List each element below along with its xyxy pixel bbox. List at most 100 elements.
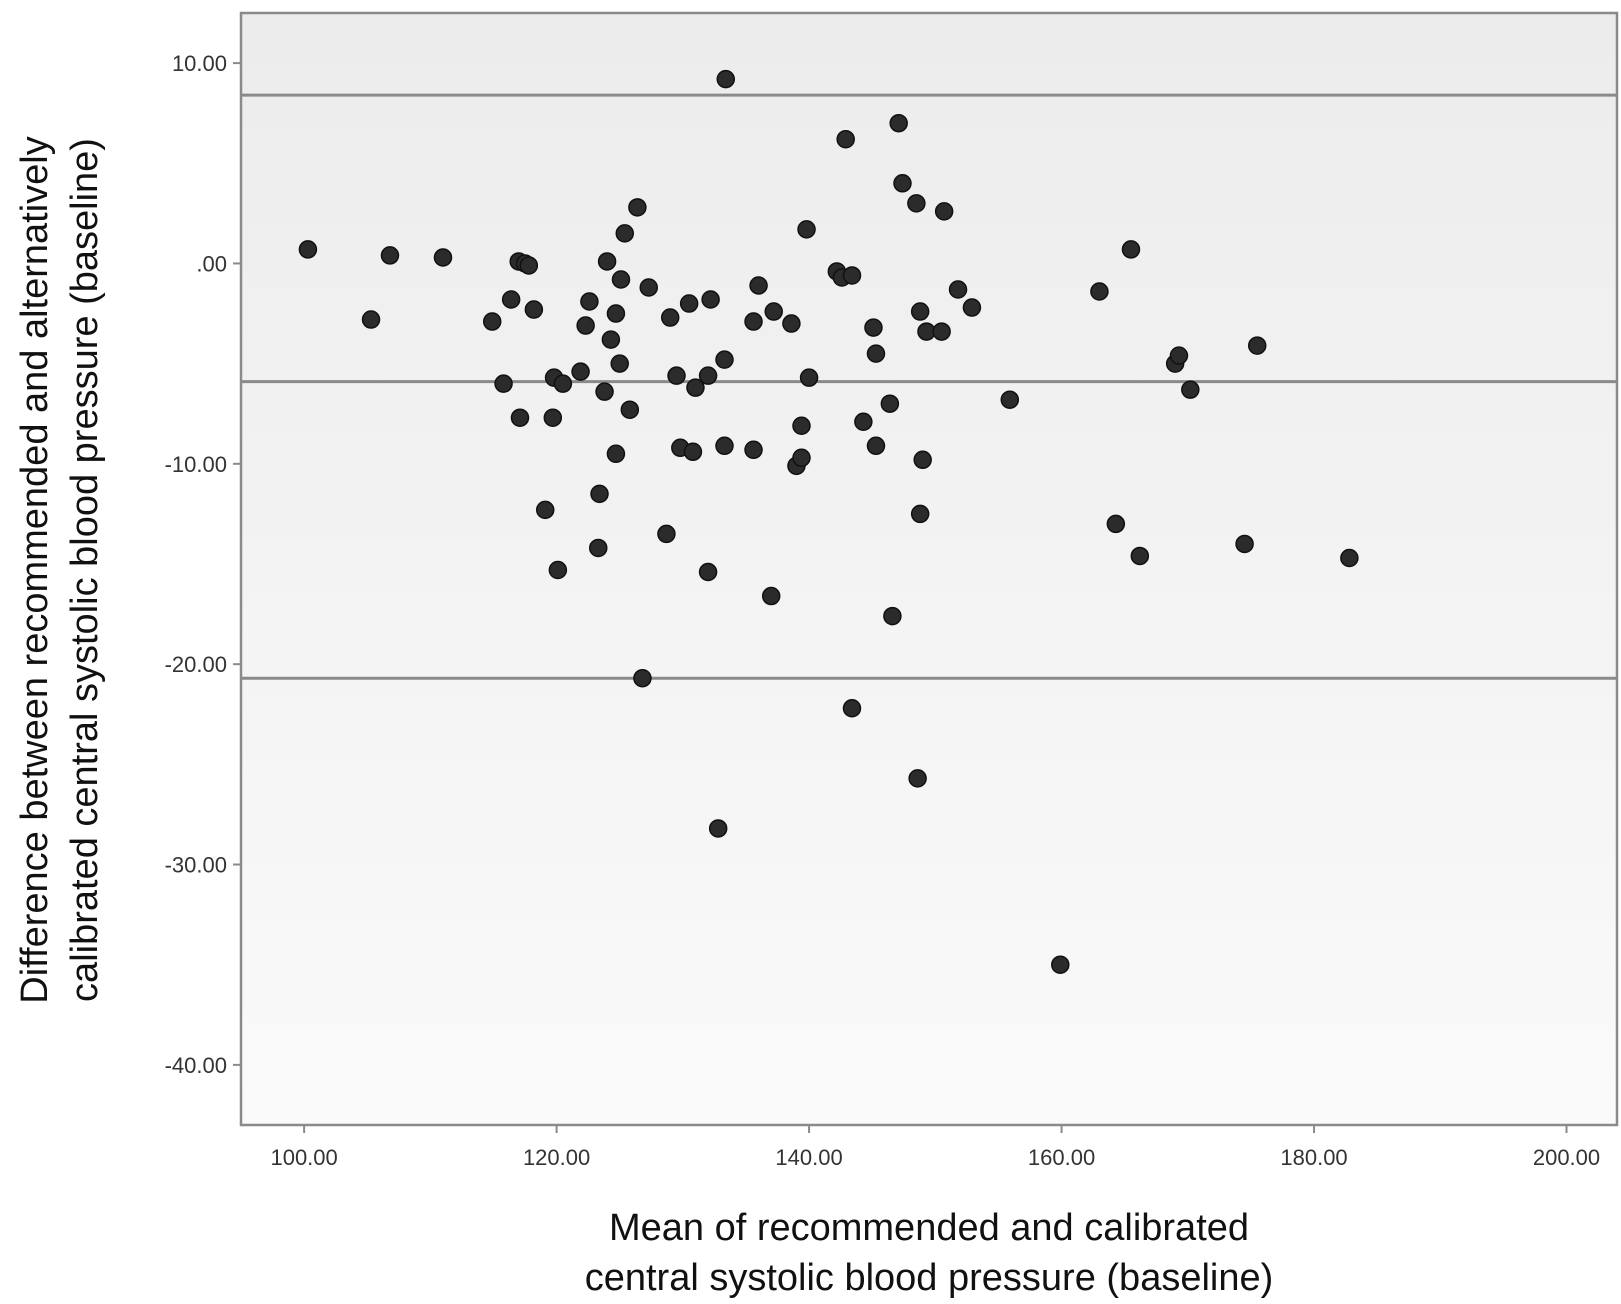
data-point <box>1130 546 1150 566</box>
data-point <box>494 374 513 393</box>
data-point <box>590 484 609 504</box>
data-point <box>883 606 902 626</box>
data-point <box>667 366 686 385</box>
data-point <box>948 280 968 299</box>
data-point <box>910 504 930 524</box>
data-point <box>597 252 617 271</box>
x-axis-title-line-2: central systolic blood pressure (baselin… <box>585 1257 1274 1299</box>
reference-lines <box>241 93 1617 680</box>
x-tick-label: 180.00 <box>1280 1145 1347 1170</box>
data-point <box>519 256 539 275</box>
data-point <box>934 202 954 221</box>
data-point <box>792 416 811 435</box>
data-point <box>580 292 599 311</box>
data-point <box>866 436 886 456</box>
data-point <box>854 412 873 431</box>
data-point <box>553 374 573 393</box>
data-point <box>620 400 640 419</box>
data-point <box>1235 534 1254 554</box>
data-point <box>932 322 951 341</box>
y-tick-label: -20.00 <box>165 652 227 677</box>
data-point <box>836 129 855 149</box>
data-point <box>433 248 453 267</box>
x-tick-label: 160.00 <box>1028 1145 1095 1170</box>
data-point <box>298 240 318 259</box>
data-point <box>501 290 521 309</box>
data-point <box>639 278 659 297</box>
data-point <box>893 174 912 193</box>
data-point <box>1181 380 1200 399</box>
data-point <box>686 378 705 397</box>
data-point <box>1000 390 1020 409</box>
data-point <box>679 294 699 313</box>
data-point <box>962 298 982 317</box>
data-point <box>535 500 555 520</box>
data-point <box>615 224 635 243</box>
data-point <box>589 538 608 558</box>
data-point <box>764 302 783 321</box>
data-point <box>576 316 595 335</box>
data-point <box>716 69 736 89</box>
data-point <box>910 302 930 321</box>
data-point <box>1121 240 1141 259</box>
x-tick-label: 100.00 <box>270 1145 337 1170</box>
data-point <box>595 382 614 401</box>
x-tick-label: 200.00 <box>1533 1145 1600 1170</box>
data-point <box>842 699 862 718</box>
data-point <box>761 586 781 606</box>
y-axis-title-line-1: Difference between recommended and alter… <box>14 136 56 1003</box>
data-point <box>792 448 811 468</box>
data-point <box>889 113 908 133</box>
data-point <box>633 668 652 688</box>
data-point <box>701 290 720 309</box>
data-point <box>913 450 932 470</box>
data-point <box>744 312 763 331</box>
y-axis-title-line-2: calibrated central systolic blood pressu… <box>64 138 106 1002</box>
data-point <box>571 362 590 381</box>
x-axis-title-line-1: Mean of recommended and calibrated <box>609 1207 1249 1249</box>
data-point <box>657 524 676 544</box>
data-point <box>380 246 400 265</box>
data-point <box>864 318 883 337</box>
data-point <box>715 350 734 369</box>
data-point <box>842 266 862 285</box>
data-point <box>548 560 568 580</box>
x-tick-label: 140.00 <box>775 1145 842 1170</box>
data-point <box>907 194 926 213</box>
data-point <box>683 442 703 462</box>
data-point <box>611 270 631 289</box>
data-point <box>510 408 530 427</box>
data-point <box>744 440 763 460</box>
data-point <box>749 276 768 295</box>
data-point <box>782 314 801 333</box>
plot-area <box>239 11 1619 1127</box>
x-axis-ticks: 100.00 120.00 140.00 160.00 180.00 200.00 <box>270 1125 1600 1170</box>
data-point <box>908 769 927 788</box>
data-point <box>524 300 544 319</box>
data-point <box>601 330 621 349</box>
data-point <box>866 344 886 363</box>
data-point <box>880 394 900 413</box>
data-point <box>698 366 718 385</box>
data-point <box>606 304 626 323</box>
data-point <box>715 436 734 456</box>
data-point <box>482 312 502 331</box>
data-point <box>610 354 629 373</box>
data-point <box>1340 548 1359 568</box>
data-point <box>698 562 718 582</box>
data-point <box>361 310 381 329</box>
data-point <box>606 444 626 464</box>
data-point <box>1106 514 1126 534</box>
data-point <box>708 819 728 838</box>
data-point <box>1169 346 1189 365</box>
data-point <box>799 368 819 387</box>
data-point <box>628 198 647 217</box>
data-point <box>660 308 680 327</box>
y-tick-label: 10.00 <box>172 51 227 76</box>
y-axis-ticks: 10.00 .00 -10.00 -20.00 -30.00 -40.00 <box>165 51 241 1078</box>
data-point <box>543 408 563 427</box>
data-point <box>1090 282 1109 301</box>
data-point <box>1247 336 1267 355</box>
data-point <box>797 220 816 239</box>
